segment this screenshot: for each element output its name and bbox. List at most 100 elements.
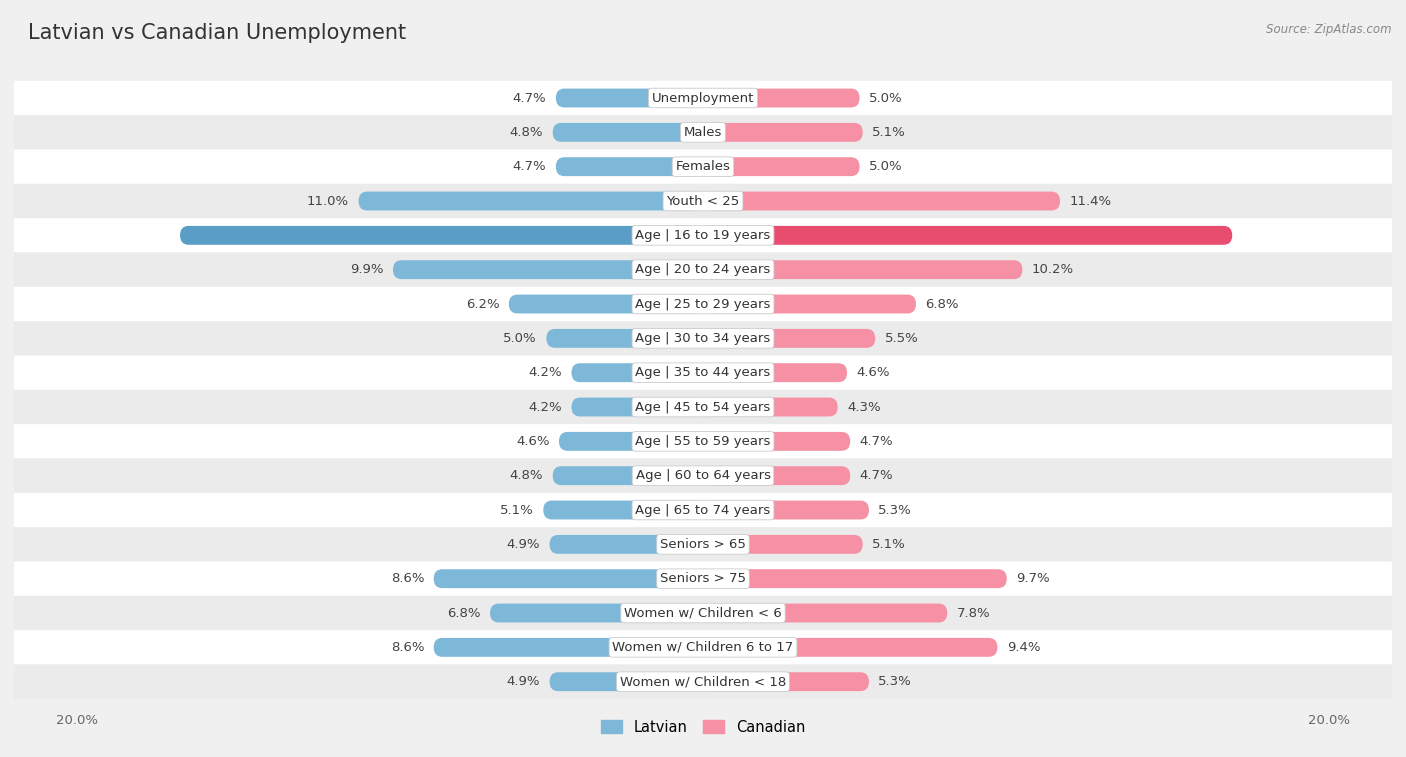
Text: 4.7%: 4.7%	[859, 469, 893, 482]
FancyBboxPatch shape	[14, 424, 1392, 459]
Text: 4.2%: 4.2%	[529, 400, 562, 413]
FancyBboxPatch shape	[392, 260, 703, 279]
FancyBboxPatch shape	[703, 500, 869, 519]
Text: 4.6%: 4.6%	[856, 366, 890, 379]
Text: 4.2%: 4.2%	[529, 366, 562, 379]
Text: Age | 60 to 64 years: Age | 60 to 64 years	[636, 469, 770, 482]
FancyBboxPatch shape	[543, 500, 703, 519]
Text: Age | 20 to 24 years: Age | 20 to 24 years	[636, 263, 770, 276]
FancyBboxPatch shape	[359, 192, 703, 210]
FancyBboxPatch shape	[553, 466, 703, 485]
FancyBboxPatch shape	[550, 672, 703, 691]
FancyBboxPatch shape	[571, 363, 703, 382]
FancyBboxPatch shape	[491, 603, 703, 622]
Text: 11.0%: 11.0%	[307, 195, 349, 207]
FancyBboxPatch shape	[14, 493, 1392, 527]
Text: 11.4%: 11.4%	[1070, 195, 1112, 207]
FancyBboxPatch shape	[14, 184, 1392, 218]
Text: 4.7%: 4.7%	[513, 160, 547, 173]
FancyBboxPatch shape	[553, 123, 703, 142]
Text: 4.6%: 4.6%	[516, 435, 550, 448]
Text: Age | 55 to 59 years: Age | 55 to 59 years	[636, 435, 770, 448]
FancyBboxPatch shape	[14, 253, 1392, 287]
FancyBboxPatch shape	[14, 287, 1392, 321]
FancyBboxPatch shape	[703, 363, 846, 382]
FancyBboxPatch shape	[703, 535, 863, 554]
FancyBboxPatch shape	[180, 226, 703, 245]
FancyBboxPatch shape	[14, 630, 1392, 665]
Text: Youth < 25: Youth < 25	[666, 195, 740, 207]
FancyBboxPatch shape	[703, 466, 851, 485]
FancyBboxPatch shape	[703, 397, 838, 416]
Text: 5.1%: 5.1%	[872, 126, 905, 139]
Text: 5.5%: 5.5%	[884, 332, 918, 345]
FancyBboxPatch shape	[14, 81, 1392, 115]
FancyBboxPatch shape	[703, 157, 859, 176]
FancyBboxPatch shape	[703, 226, 1232, 245]
Text: 4.7%: 4.7%	[859, 435, 893, 448]
Text: 4.8%: 4.8%	[510, 126, 543, 139]
FancyBboxPatch shape	[703, 672, 869, 691]
Text: Age | 25 to 29 years: Age | 25 to 29 years	[636, 298, 770, 310]
Text: Age | 16 to 19 years: Age | 16 to 19 years	[636, 229, 770, 241]
FancyBboxPatch shape	[550, 535, 703, 554]
Text: 4.8%: 4.8%	[510, 469, 543, 482]
FancyBboxPatch shape	[703, 603, 948, 622]
Text: Latvian vs Canadian Unemployment: Latvian vs Canadian Unemployment	[28, 23, 406, 42]
Legend: Latvian, Canadian: Latvian, Canadian	[595, 714, 811, 740]
FancyBboxPatch shape	[555, 89, 703, 107]
Text: Age | 65 to 74 years: Age | 65 to 74 years	[636, 503, 770, 516]
Text: 4.3%: 4.3%	[846, 400, 880, 413]
FancyBboxPatch shape	[14, 390, 1392, 424]
FancyBboxPatch shape	[703, 638, 997, 657]
Text: 5.0%: 5.0%	[869, 160, 903, 173]
Text: Source: ZipAtlas.com: Source: ZipAtlas.com	[1267, 23, 1392, 36]
Text: 9.7%: 9.7%	[1017, 572, 1050, 585]
Text: 6.8%: 6.8%	[447, 606, 481, 619]
Text: 16.9%: 16.9%	[1241, 229, 1288, 241]
Text: Women w/ Children < 18: Women w/ Children < 18	[620, 675, 786, 688]
Text: 16.7%: 16.7%	[125, 229, 170, 241]
FancyBboxPatch shape	[703, 569, 1007, 588]
Text: 7.8%: 7.8%	[956, 606, 990, 619]
Text: Males: Males	[683, 126, 723, 139]
Text: Seniors > 75: Seniors > 75	[659, 572, 747, 585]
FancyBboxPatch shape	[547, 329, 703, 347]
FancyBboxPatch shape	[433, 638, 703, 657]
Text: 5.3%: 5.3%	[879, 503, 912, 516]
Text: 5.3%: 5.3%	[879, 675, 912, 688]
Text: Females: Females	[675, 160, 731, 173]
Text: 9.4%: 9.4%	[1007, 641, 1040, 654]
Text: 5.0%: 5.0%	[503, 332, 537, 345]
Text: 8.6%: 8.6%	[391, 641, 425, 654]
FancyBboxPatch shape	[560, 432, 703, 451]
FancyBboxPatch shape	[703, 123, 863, 142]
FancyBboxPatch shape	[703, 89, 859, 107]
FancyBboxPatch shape	[14, 218, 1392, 253]
FancyBboxPatch shape	[14, 527, 1392, 562]
Text: Age | 35 to 44 years: Age | 35 to 44 years	[636, 366, 770, 379]
Text: 8.6%: 8.6%	[391, 572, 425, 585]
FancyBboxPatch shape	[509, 294, 703, 313]
Text: Women w/ Children 6 to 17: Women w/ Children 6 to 17	[613, 641, 793, 654]
FancyBboxPatch shape	[14, 459, 1392, 493]
FancyBboxPatch shape	[14, 321, 1392, 356]
FancyBboxPatch shape	[703, 329, 875, 347]
FancyBboxPatch shape	[571, 397, 703, 416]
Text: Unemployment: Unemployment	[652, 92, 754, 104]
FancyBboxPatch shape	[14, 596, 1392, 630]
Text: 4.9%: 4.9%	[506, 538, 540, 551]
Text: 9.9%: 9.9%	[350, 263, 384, 276]
Text: Seniors > 65: Seniors > 65	[659, 538, 747, 551]
Text: 6.2%: 6.2%	[465, 298, 499, 310]
FancyBboxPatch shape	[703, 260, 1022, 279]
Text: 5.1%: 5.1%	[872, 538, 905, 551]
Text: Women w/ Children < 6: Women w/ Children < 6	[624, 606, 782, 619]
Text: 4.7%: 4.7%	[513, 92, 547, 104]
FancyBboxPatch shape	[14, 356, 1392, 390]
Text: 6.8%: 6.8%	[925, 298, 959, 310]
FancyBboxPatch shape	[433, 569, 703, 588]
FancyBboxPatch shape	[555, 157, 703, 176]
FancyBboxPatch shape	[703, 192, 1060, 210]
FancyBboxPatch shape	[14, 562, 1392, 596]
